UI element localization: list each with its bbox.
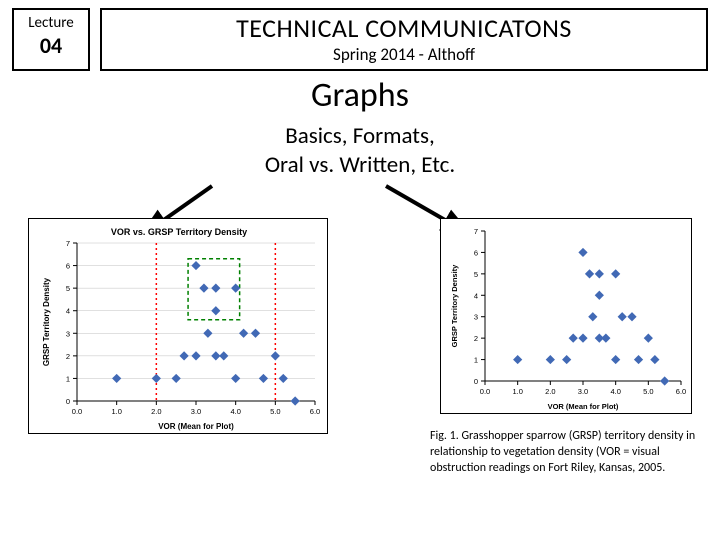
svg-text:0.0: 0.0 [72,407,82,416]
svg-text:3: 3 [66,329,70,338]
chart-left: VOR vs. GRSP Territory Density 0.0 1.0 2.0 3… [28,218,328,434]
figure-caption: Fig. 1. Grasshopper sparrow (GRSP) terri… [430,428,700,477]
svg-text:2.0: 2.0 [151,407,161,416]
svg-text:7: 7 [474,227,478,236]
svg-text:1.0: 1.0 [512,387,522,396]
svg-text:4: 4 [474,291,478,300]
svg-text:6.0: 6.0 [676,387,686,396]
svg-text:2.0: 2.0 [545,387,555,396]
svg-text:1.0: 1.0 [111,407,121,416]
lecture-number: 04 [18,32,84,59]
svg-text:4.0: 4.0 [230,407,240,416]
subtitle-line-1: Basics, Formats, [0,122,720,151]
svg-text:6.0: 6.0 [310,407,320,416]
svg-text:VOR vs. GRSP Territory Density: VOR vs. GRSP Territory Density [111,227,247,237]
svg-text:GRSP Territory Density: GRSP Territory Density [42,277,51,366]
svg-text:1: 1 [66,374,70,383]
svg-text:4.0: 4.0 [610,387,620,396]
svg-text:0.0: 0.0 [480,387,490,396]
svg-text:VOR (Mean for Plot): VOR (Mean for Plot) [158,422,234,431]
svg-text:4: 4 [66,307,70,316]
lecture-box: Lecture 04 [12,8,90,71]
subtitle-block: Basics, Formats, Oral vs. Written, Etc. [0,122,720,180]
course-title: TECHNICAL COMMUNICATONS [110,12,698,44]
chart-right: 0.0 1.0 2.0 3.0 4.0 5.0 6.0 0 1 2 3 4 5 6 7 VOR (Mean f… [440,218,692,414]
svg-text:1: 1 [474,356,478,365]
title-box: TECHNICAL COMMUNICATONS Spring 2014 - Al… [100,8,708,71]
svg-text:5: 5 [66,284,70,293]
svg-text:5: 5 [474,270,478,279]
subtitle-line-2: Oral vs. Written, Etc. [0,151,720,180]
svg-text:0: 0 [474,377,478,386]
svg-text:5.0: 5.0 [643,387,653,396]
course-info: Spring 2014 - Althoff [110,44,698,65]
svg-text:VOR (Mean for Plot): VOR (Mean for Plot) [548,402,619,411]
lecture-label: Lecture [18,14,84,32]
svg-text:3: 3 [474,313,478,322]
svg-text:7: 7 [66,239,70,248]
page-title: Graphs [0,75,720,116]
svg-text:GRSP Territory Density: GRSP Territory Density [450,264,459,347]
svg-text:3.0: 3.0 [578,387,588,396]
svg-text:6: 6 [66,262,70,271]
svg-text:5.0: 5.0 [270,407,280,416]
charts-row: VOR vs. GRSP Territory Density 0.0 1.0 2.0 3… [0,218,720,434]
svg-text:0: 0 [66,397,70,406]
svg-text:2: 2 [66,352,70,361]
svg-text:2: 2 [474,334,478,343]
svg-text:3.0: 3.0 [191,407,201,416]
header-row: Lecture 04 TECHNICAL COMMUNICATONS Sprin… [0,0,720,71]
svg-text:6: 6 [474,248,478,257]
